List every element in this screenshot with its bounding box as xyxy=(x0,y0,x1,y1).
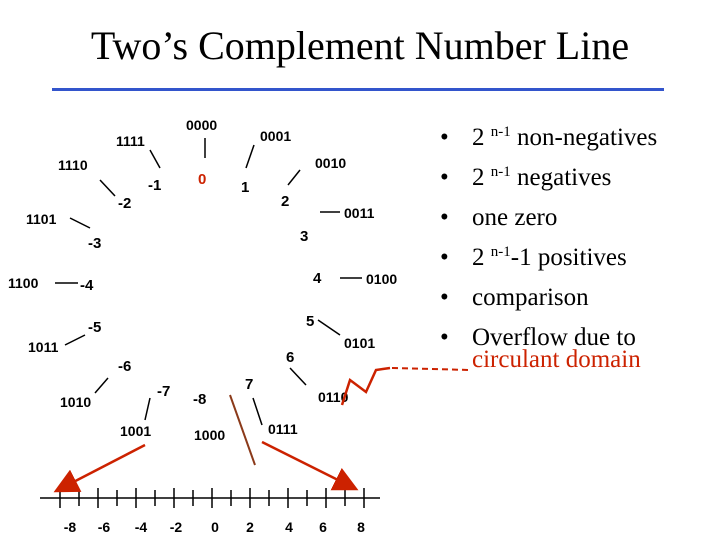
bits-1100: 1100 xyxy=(8,275,39,291)
bits-1000: 1000 xyxy=(194,427,225,443)
tick-1011 xyxy=(64,334,86,346)
value-4: 4 xyxy=(313,270,322,287)
value-1: 1 xyxy=(241,179,249,196)
bits-1110: 1110 xyxy=(58,157,88,173)
bullet-dot: • xyxy=(440,124,449,151)
bullet-item: • one zero xyxy=(440,198,720,238)
bits-0010: 0010 xyxy=(315,155,346,171)
tick-0010 xyxy=(287,169,301,186)
value-3: 3 xyxy=(300,228,308,245)
tick-1110 xyxy=(99,179,116,197)
bullet-dot: • xyxy=(440,164,449,191)
nl-label: 2 xyxy=(246,519,254,535)
value-neg1: -1 xyxy=(148,177,161,194)
title-underline xyxy=(52,88,664,91)
bits-0110: 0110 xyxy=(318,389,349,405)
bullet-item: • 2 n-1 negatives xyxy=(440,158,720,198)
nl-label: -8 xyxy=(64,519,77,535)
bullet-item: • 2 n-1 non-negatives xyxy=(440,118,720,158)
circle-ticks xyxy=(55,138,362,426)
overflow-divider xyxy=(229,394,256,466)
bullet-dot: • xyxy=(440,324,449,351)
arrow-to-neg8 xyxy=(53,443,146,493)
value-neg8: -8 xyxy=(193,391,206,408)
nl-label: 4 xyxy=(285,519,293,535)
tick-1101 xyxy=(69,217,91,229)
bits-0011: 0011 xyxy=(344,205,375,221)
arrow-to-pos8 xyxy=(261,440,359,491)
value-0: 0 xyxy=(198,171,206,188)
bullet-item: • 2 n-1-1 positives xyxy=(440,238,720,278)
nl-label: -2 xyxy=(170,519,183,535)
bits-0000: 0000 xyxy=(186,117,217,133)
nl-label: 6 xyxy=(319,519,327,535)
tick-0101 xyxy=(317,319,341,336)
nl-label: 0 xyxy=(211,519,219,535)
nl-label: -4 xyxy=(135,519,148,535)
slide-title: Two’s Complement Number Line xyxy=(90,23,630,68)
bits-0101: 0101 xyxy=(344,335,375,351)
bullet-dot: • xyxy=(440,204,449,231)
nl-label: -6 xyxy=(98,519,111,535)
bits-1001: 1001 xyxy=(120,423,151,439)
bits-0100: 0100 xyxy=(366,271,397,287)
tick-1001 xyxy=(144,397,151,421)
tick-0111 xyxy=(252,397,263,426)
bullet-dot: • xyxy=(440,244,449,271)
tick-1111 xyxy=(149,149,161,169)
bits-1011: 1011 xyxy=(28,339,59,355)
bits-1111: 1111 xyxy=(116,133,145,149)
bullet-item: • comparison xyxy=(440,278,720,318)
tick-0110 xyxy=(289,367,307,386)
value-neg3: -3 xyxy=(88,235,101,252)
value-neg5: -5 xyxy=(88,319,101,336)
bits-1101: 1101 xyxy=(26,211,57,227)
value-neg6: -6 xyxy=(118,358,131,375)
bullet-dot: • xyxy=(440,284,449,311)
number-line xyxy=(40,488,380,508)
overflow-pointer xyxy=(340,366,391,406)
value-neg4: -4 xyxy=(80,277,94,294)
value-6: 6 xyxy=(286,349,294,366)
bullet-continuation: circulant domain xyxy=(472,346,641,373)
bullet-list: • 2 n-1 non-negatives • 2 n-1 negatives • o… xyxy=(440,118,720,374)
bits-0111: 0111 xyxy=(268,421,298,437)
value-2: 2 xyxy=(281,193,289,210)
nl-label: 8 xyxy=(357,519,365,535)
tick-0001 xyxy=(245,144,255,169)
overflow-pointer-dash xyxy=(391,367,471,371)
bits-0001: 0001 xyxy=(260,128,291,144)
bits-1010: 1010 xyxy=(60,394,91,410)
value-neg7: -7 xyxy=(157,383,170,400)
value-5: 5 xyxy=(306,313,314,330)
tick-1010 xyxy=(94,377,109,394)
value-7: 7 xyxy=(245,376,253,393)
bullet-item: • Overflow due to xyxy=(440,318,720,358)
value-neg2: -2 xyxy=(118,195,131,212)
